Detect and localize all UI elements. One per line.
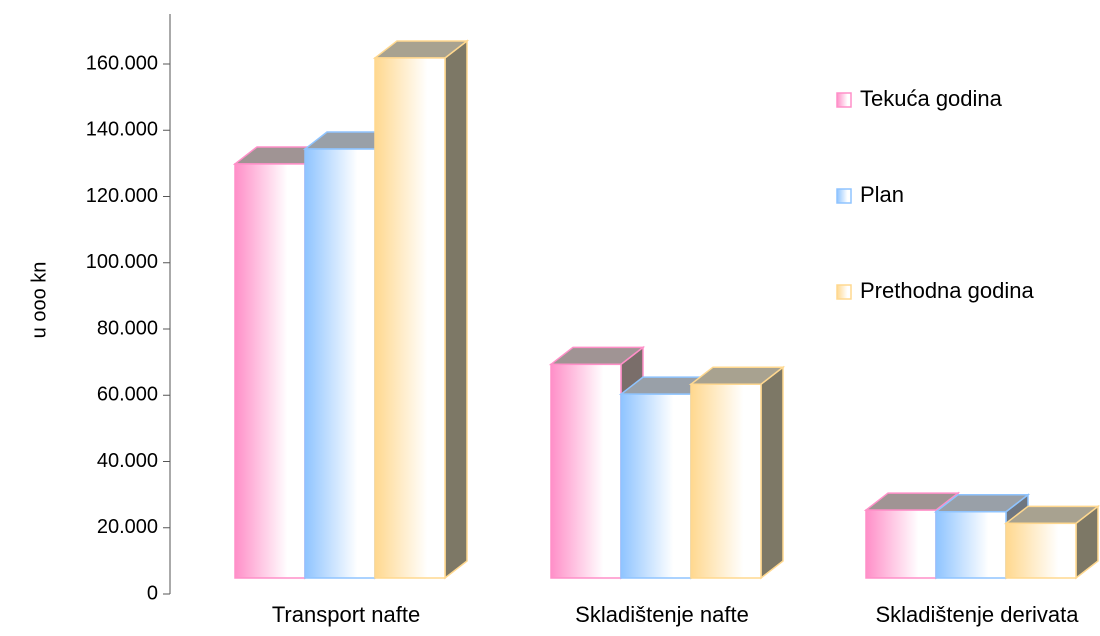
legend-swatch [836, 284, 852, 300]
bar-front [374, 57, 446, 579]
bar-front [690, 383, 762, 579]
category-label: Transport nafte [272, 602, 420, 627]
bar [688, 365, 786, 580]
category-label: Skladištenje nafte [575, 602, 749, 627]
y-tick-label: 160.000 [86, 52, 158, 74]
bar-front [620, 393, 692, 579]
y-tick-label: 140.000 [86, 119, 158, 141]
legend-label: Prethodna godina [860, 278, 1034, 303]
category-labels: Transport nafte Skladištenje nafte Skladiš… [272, 602, 1079, 627]
bar-front [1005, 522, 1077, 579]
y-tick-label: 40.000 [97, 450, 158, 472]
bar-front [865, 509, 937, 579]
y-tick-label: 60.000 [97, 384, 158, 406]
bar [372, 39, 470, 580]
bar-side [760, 365, 784, 580]
y-axis-title: u ooo kn [28, 262, 50, 339]
y-tick-label: 80.000 [97, 317, 158, 339]
y-tick-label: 120.000 [86, 185, 158, 207]
legend-swatch [836, 188, 852, 204]
legend-label: Tekuća godina [860, 86, 1003, 111]
bar-front [550, 363, 622, 579]
legend-label: Plan [860, 182, 904, 207]
legend-item: Tekuća godina [836, 86, 1003, 111]
bar-side [444, 39, 468, 580]
bar [1003, 504, 1100, 580]
category-label: Skladištenje derivata [875, 602, 1079, 627]
y-tick-label: 20.000 [97, 516, 158, 538]
legend-item: Prethodna godina [836, 278, 1034, 303]
y-axis: 0 20.000 40.000 60.000 80.000 100.000 120.000 1… [86, 14, 171, 604]
bars [232, 39, 1100, 580]
bar-front [935, 511, 1007, 579]
bar-front [234, 163, 306, 579]
legend-swatch [836, 92, 852, 108]
y-tick-label: 100.000 [86, 251, 158, 273]
y-tick-label: 0 [147, 582, 158, 604]
bar-front [304, 148, 376, 579]
legend: Tekuća godina Plan Prethodna godina [836, 86, 1034, 303]
legend-item: Plan [836, 182, 904, 207]
